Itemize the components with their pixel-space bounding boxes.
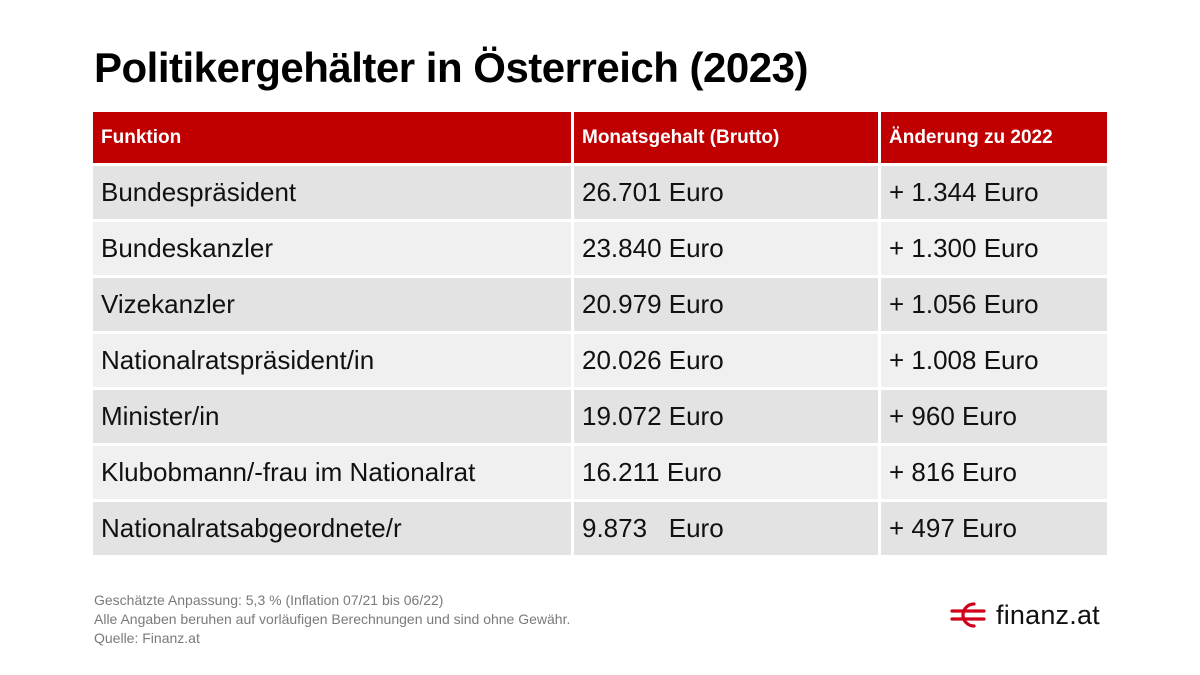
table-row: Vizekanzler 20.979 Euro + 1.056 Euro — [93, 278, 1107, 334]
cell-funktion: Nationalratsabgeordnete/r — [93, 502, 571, 558]
logo-text: finanz.at — [996, 599, 1100, 630]
footnote-adjustment: Geschätzte Anpassung: 5,3 % (Inflation 0… — [94, 592, 444, 608]
footnote-disclaimer: Alle Angaben beruhen auf vorläufigen Ber… — [94, 611, 571, 627]
cell-aenderung: + 816 Euro — [878, 446, 1107, 502]
table-row: Nationalratspräsident/in 20.026 Euro + 1… — [93, 334, 1107, 390]
cell-monatsgehalt: 23.840 Euro — [571, 222, 878, 278]
table-row: Nationalratsabgeordnete/r 9.873 Euro + 4… — [93, 502, 1107, 558]
cell-monatsgehalt: 16.211 Euro — [571, 446, 878, 502]
column-header-funktion: Funktion — [93, 112, 571, 166]
finanz-logo-icon — [950, 598, 990, 632]
cell-aenderung: + 497 Euro — [878, 502, 1107, 558]
cell-monatsgehalt: 26.701 Euro — [571, 166, 878, 222]
column-header-aenderung: Änderung zu 2022 — [878, 112, 1107, 166]
table-header-row: Funktion Monatsgehalt (Brutto) Änderung … — [93, 112, 1107, 166]
cell-monatsgehalt: 9.873 Euro — [571, 502, 878, 558]
cell-monatsgehalt: 20.026 Euro — [571, 334, 878, 390]
salary-table: Funktion Monatsgehalt (Brutto) Änderung … — [93, 112, 1107, 558]
cell-funktion: Minister/in — [93, 390, 571, 446]
column-header-monatsgehalt: Monatsgehalt (Brutto) — [571, 112, 878, 166]
cell-monatsgehalt: 20.979 Euro — [571, 278, 878, 334]
table-row: Bundespräsident 26.701 Euro + 1.344 Euro — [93, 166, 1107, 222]
table-row: Bundeskanzler 23.840 Euro + 1.300 Euro — [93, 222, 1107, 278]
footnotes: Geschätzte Anpassung: 5,3 % (Inflation 0… — [94, 591, 570, 648]
footnote-source: Quelle: Finanz.at — [94, 630, 200, 646]
table-row: Minister/in 19.072 Euro + 960 Euro — [93, 390, 1107, 446]
finanz-logo: finanz.at — [950, 598, 1100, 632]
cell-monatsgehalt: 19.072 Euro — [571, 390, 878, 446]
cell-funktion: Vizekanzler — [93, 278, 571, 334]
cell-aenderung: + 1.300 Euro — [878, 222, 1107, 278]
cell-funktion: Bundespräsident — [93, 166, 571, 222]
cell-funktion: Bundeskanzler — [93, 222, 571, 278]
cell-funktion: Klubobmann/-frau im Nationalrat — [93, 446, 571, 502]
page-title: Politikergehälter in Österreich (2023) — [94, 44, 808, 91]
cell-aenderung: + 1.344 Euro — [878, 166, 1107, 222]
cell-aenderung: + 1.008 Euro — [878, 334, 1107, 390]
cell-funktion: Nationalratspräsident/in — [93, 334, 571, 390]
table-row: Klubobmann/-frau im Nationalrat 16.211 E… — [93, 446, 1107, 502]
cell-aenderung: + 1.056 Euro — [878, 278, 1107, 334]
cell-aenderung: + 960 Euro — [878, 390, 1107, 446]
